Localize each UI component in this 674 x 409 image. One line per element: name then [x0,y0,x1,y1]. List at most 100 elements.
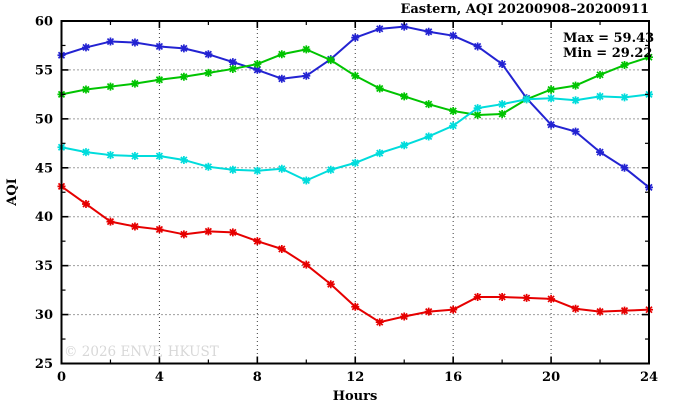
series-blue-marker [277,74,286,83]
series-red-marker [620,306,629,315]
series-cyan-marker [326,165,335,174]
series-red-marker [473,292,482,301]
series-green-marker [228,64,237,73]
series-cyan-marker [449,121,458,130]
series-cyan-marker [522,95,531,104]
series-blue-marker [155,42,164,51]
series-cyan-marker [473,104,482,113]
y-tick-label: 35 [35,259,53,274]
y-tick-label: 50 [35,112,53,127]
series-green-marker [375,84,384,93]
y-tick-label: 25 [35,357,53,372]
series-blue-marker [106,37,115,46]
series-green-marker [400,92,409,101]
series-red-marker [498,292,507,301]
series-cyan-marker [302,176,311,185]
series-cyan-marker [277,164,286,173]
series-blue-marker [596,148,605,157]
series-red-marker [253,237,262,246]
series-green-marker [106,82,115,91]
series-green-marker [620,61,629,70]
series-red-marker [547,294,556,303]
text-labels: Eastern, AQI 20200908–20200911 Max = 59.… [5,2,654,404]
series-blue-marker [547,120,556,129]
series-blue-marker [375,24,384,33]
x-tick-label: 0 [57,370,66,385]
series-green-marker [130,79,139,88]
x-tick-label: 4 [155,370,164,385]
series-red-marker [277,245,286,254]
plot-border [60,20,650,365]
x-tick-label: 8 [253,370,262,385]
series-green-marker [498,109,507,118]
series-green-marker [155,75,164,84]
series-blue-marker [179,44,188,53]
data-series [57,22,653,327]
series-red-marker [302,260,311,269]
series-red-marker [130,222,139,231]
series-blue-marker [424,27,433,36]
series-red-marker [400,312,409,321]
series-red-marker [571,304,580,313]
series-green-marker [596,70,605,79]
series-cyan-marker [400,141,409,150]
series-blue-marker [498,60,507,69]
series-cyan-marker [351,158,360,167]
series-blue-marker [130,38,139,47]
series-red-marker [449,305,458,314]
x-tick-label: 16 [444,370,462,385]
series-blue-marker [571,127,580,136]
y-tick-label: 30 [35,308,53,323]
series-green-marker [277,50,286,59]
series-green-marker [179,72,188,81]
series-blue [57,22,653,192]
series-blue-marker [473,42,482,51]
series-red-marker [596,307,605,316]
series-green-marker [326,56,335,65]
series-cyan-marker [498,100,507,109]
series-green-marker [547,85,556,94]
series-cyan-marker [204,162,213,171]
series-cyan-marker [155,152,164,161]
x-tick-label: 20 [542,370,560,385]
series-red-marker [81,199,90,208]
series-red-marker [326,280,335,289]
series-blue-marker [81,43,90,52]
series-blue-marker [351,33,360,42]
series-red-marker [351,302,360,311]
series-red-marker [375,318,384,327]
series-green [57,45,653,119]
x-tick-label: 12 [346,370,364,385]
series-cyan-marker [424,132,433,141]
series-red-marker [179,230,188,239]
y-tick-label: 60 [35,15,53,30]
series-blue-marker [228,58,237,67]
series-green-marker [204,68,213,77]
series-red [57,182,653,327]
series-red-marker [424,307,433,316]
series-blue-marker [400,22,409,31]
x-axis-label: Hours [333,389,378,404]
chart-title: Eastern, AQI 20200908–20200911 [400,2,649,17]
series-green-marker [253,60,262,69]
series-blue-marker [620,163,629,172]
series-green-marker [302,45,311,54]
y-tick-label: 45 [35,161,53,176]
max-annotation: Max = 59.43 [563,31,654,46]
series-green-marker [571,81,580,90]
y-axis-label: AQI [5,178,20,207]
series-red-marker [155,225,164,234]
min-annotation: Min = 29.22 [563,46,652,61]
series-cyan-marker [620,93,629,102]
series-cyan-marker [253,166,262,175]
series-red-marker [522,293,531,302]
series-blue-marker [204,50,213,59]
series-cyan-marker [179,155,188,164]
series-cyan-marker [375,149,384,158]
series-blue-marker [302,71,311,80]
series-blue-marker [253,65,262,74]
series-cyan-marker [130,152,139,161]
series-green-marker [473,110,482,119]
series-cyan-marker [106,151,115,160]
